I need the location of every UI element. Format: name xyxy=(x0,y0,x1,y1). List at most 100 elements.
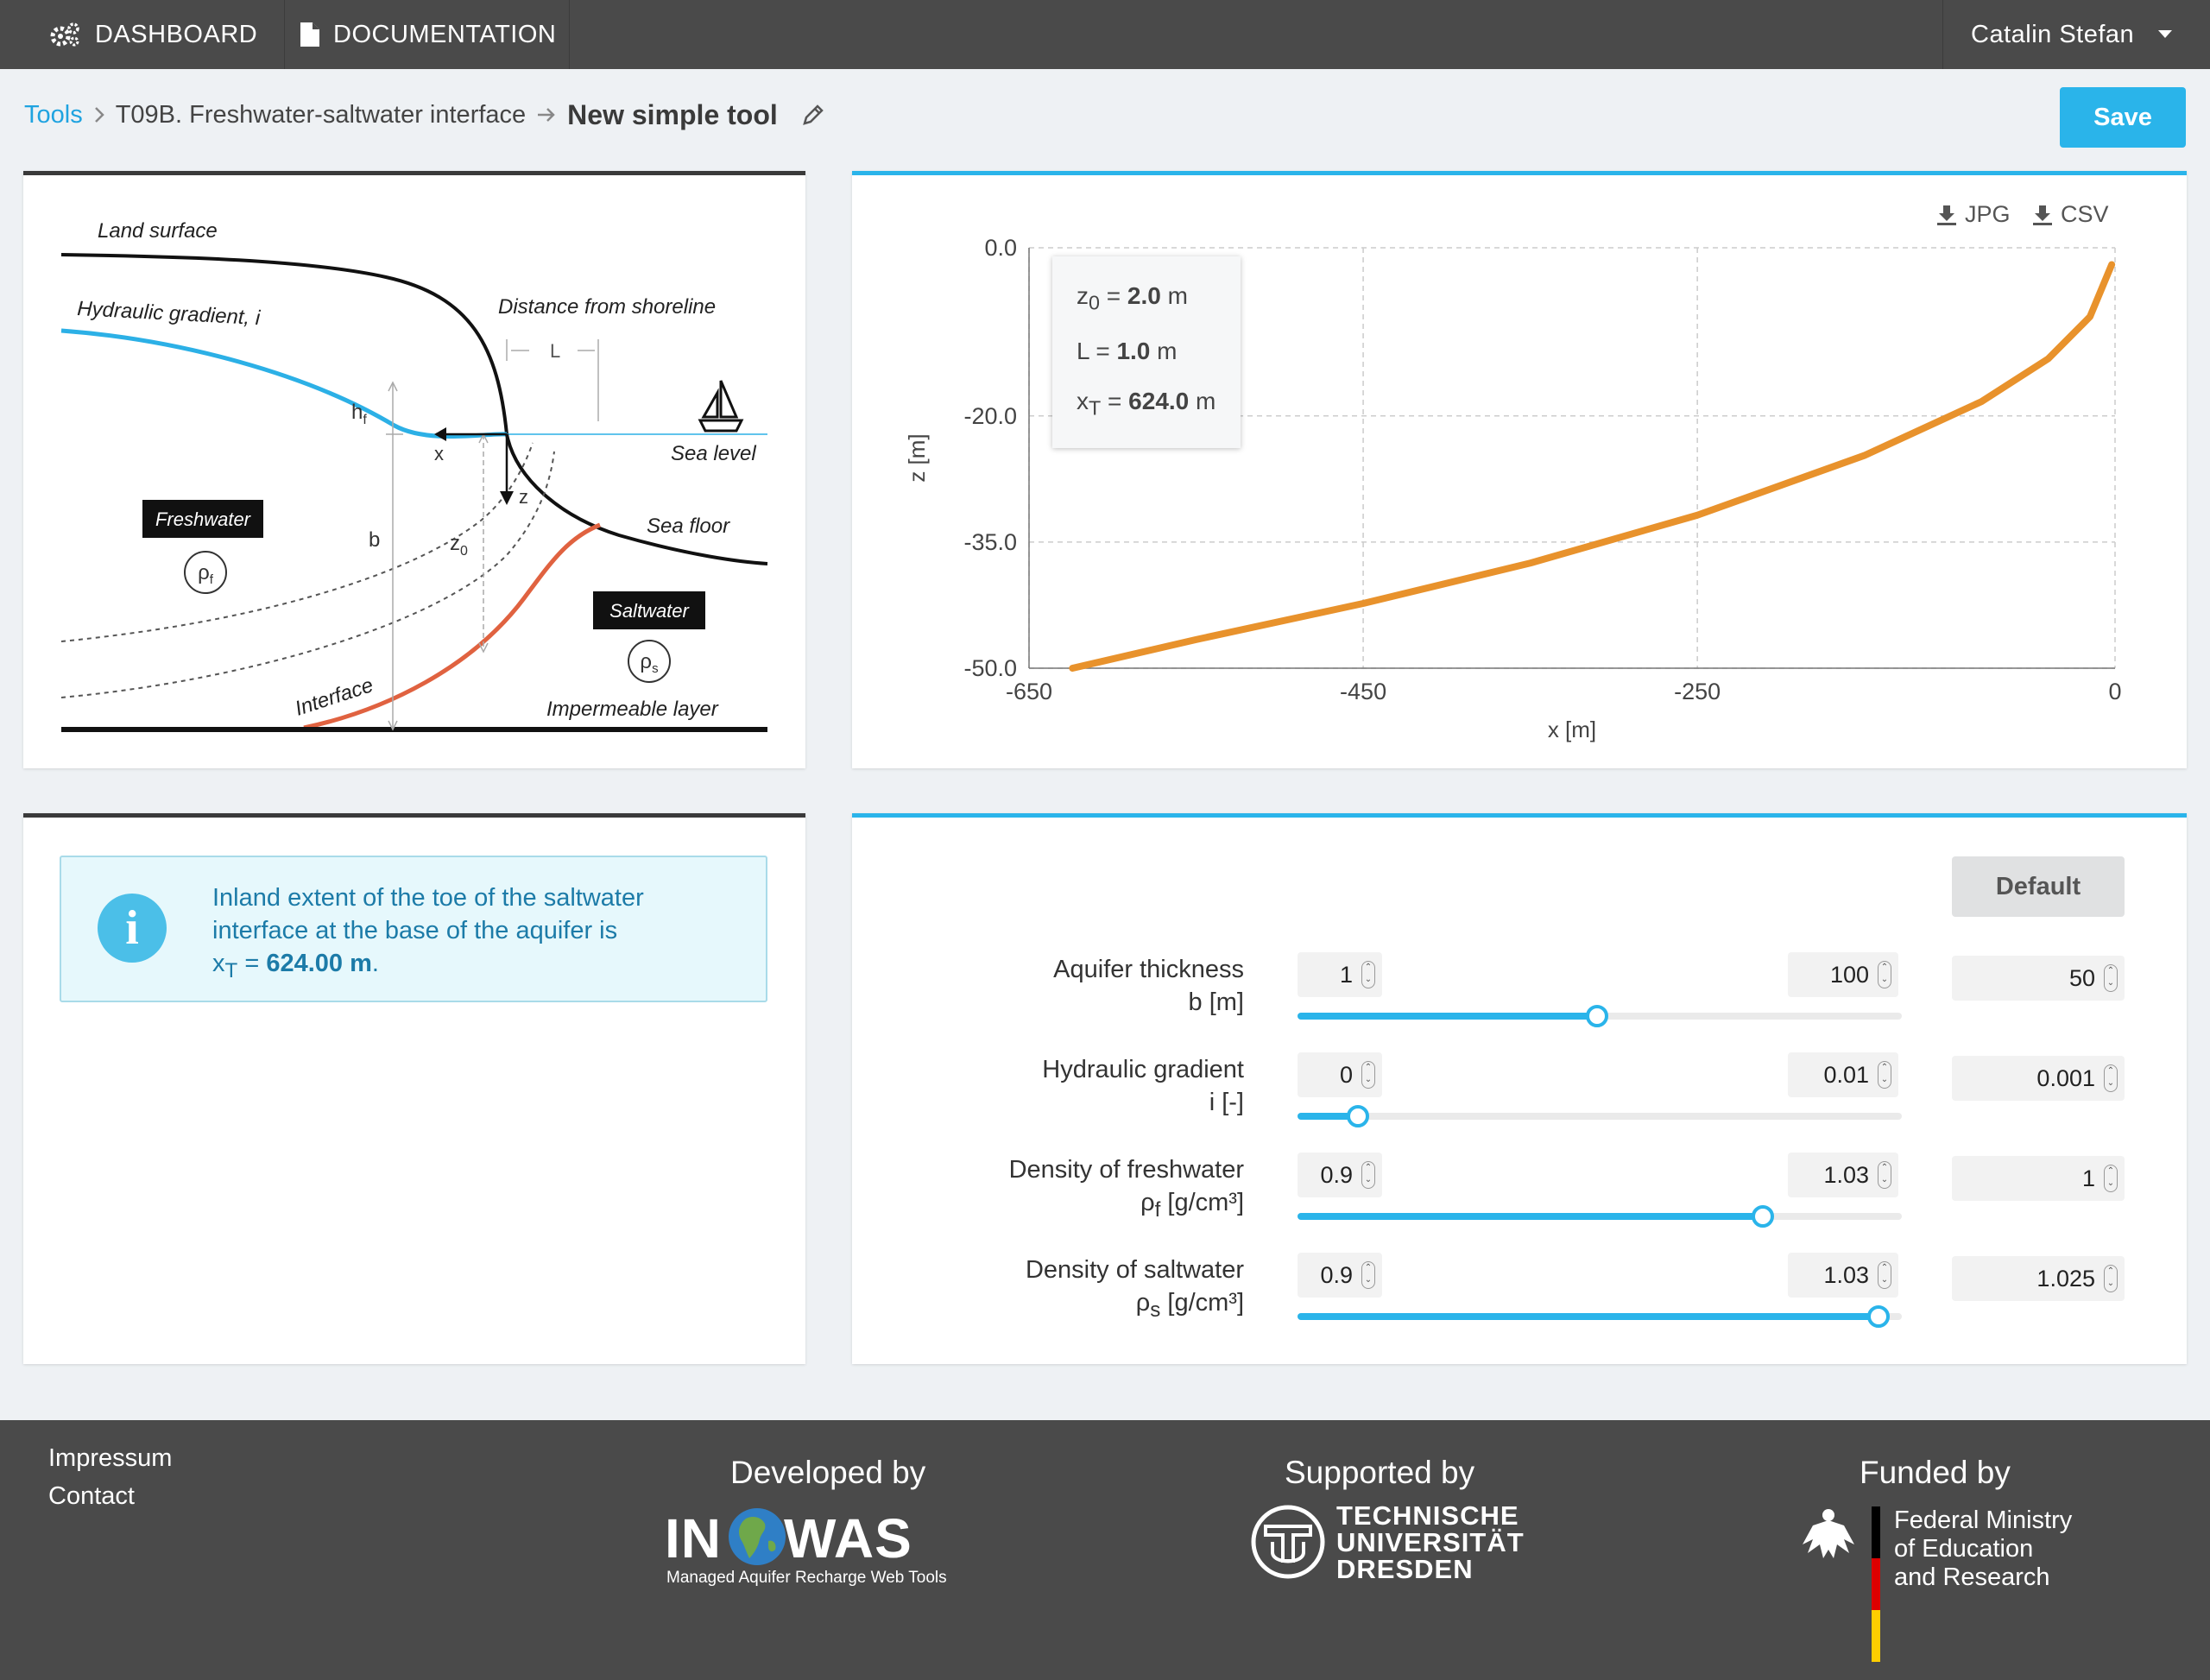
slider-thumb[interactable] xyxy=(1752,1205,1774,1228)
label-interface: Interface xyxy=(293,673,376,721)
download-csv-button[interactable]: CSV xyxy=(2031,201,2109,228)
gears-icon xyxy=(50,22,79,47)
footer-contact-link[interactable]: Contact xyxy=(48,1482,135,1510)
spinner-icon: ⌃ ⌄ xyxy=(2104,964,2118,992)
y-tick-label: -20.0 xyxy=(963,403,1017,429)
aquifer-thickness-value-input[interactable]: 50 ⌃ ⌄ xyxy=(1952,956,2125,1001)
label-impermeable-layer: Impermeable layer xyxy=(546,698,719,721)
inowas-tagline: Managed Aquifer Recharge Web Tools xyxy=(666,1569,947,1587)
spinner-icon: ⌃ ⌄ xyxy=(1878,1161,1891,1189)
density-freshwater-max-input[interactable]: 1.03 ⌃ ⌄ xyxy=(1788,1153,1898,1197)
bmbf-line-2: of Education xyxy=(1894,1535,2034,1563)
density-saltwater-max-input[interactable]: 1.03 ⌃ ⌄ xyxy=(1788,1253,1898,1298)
caret-down-icon xyxy=(2158,30,2173,38)
slider-fill xyxy=(1298,1113,1358,1120)
bmbf-line-3: and Research xyxy=(1894,1563,2050,1591)
top-navbar: DASHBOARD DOCUMENTATION Catalin Stefan xyxy=(0,0,2210,69)
param-label-aquifer-thickness: Aquifer thickness b [m] xyxy=(1053,956,1244,1016)
info-message: i Inland extent of the toe of the saltwa… xyxy=(60,856,767,1002)
aquifer-thickness-min-input[interactable]: 1 ⌃ ⌄ xyxy=(1298,952,1382,997)
tud-emblem-icon xyxy=(1251,1505,1325,1579)
tooltip-xT: xT = 624.0 m xyxy=(1077,387,1216,420)
spinner-icon: ⌃ ⌄ xyxy=(1878,1061,1891,1089)
schematic-diagram: Land surface Hydraulic gradient, i Dista… xyxy=(60,219,768,732)
spinner-icon: ⌃ ⌄ xyxy=(1361,1261,1375,1289)
tooltip-z0: z0 = 2.0 m xyxy=(1077,282,1188,314)
hydraulic-gradient-max-input[interactable]: 0.01 ⌃ ⌄ xyxy=(1788,1052,1898,1097)
tooltip-L: L = 1.0 m xyxy=(1077,337,1178,364)
download-icon xyxy=(1937,205,1956,225)
tud-line-1: TECHNISCHE xyxy=(1336,1500,1519,1531)
slider-fill xyxy=(1298,1013,1597,1020)
density-saltwater-slider[interactable] xyxy=(1298,1305,1902,1328)
tud-line-3: DRESDEN xyxy=(1336,1554,1474,1584)
breadcrumb-tool-name: T09B. Freshwater-saltwater interface xyxy=(115,100,527,129)
aquifer-thickness-max-input[interactable]: 100 ⌃ ⌄ xyxy=(1788,952,1898,997)
footer-impressum-link[interactable]: Impressum xyxy=(48,1444,173,1472)
aquifer-thickness-slider[interactable] xyxy=(1298,1005,1902,1027)
density-saltwater-min-input[interactable]: 0.9 ⌃ ⌄ xyxy=(1298,1253,1382,1298)
param-label-density-freshwater: Density of freshwater ρf [g/cm³] xyxy=(1008,1156,1244,1222)
x-axis-label: x [m] xyxy=(1548,717,1596,742)
y-tick-label: 0.0 xyxy=(984,235,1017,261)
label-sea-floor: Sea floor xyxy=(647,515,730,538)
breadcrumb-tools-link[interactable]: Tools xyxy=(24,100,83,129)
series-line xyxy=(1069,261,2116,672)
download-csv-label: CSV xyxy=(2061,201,2109,227)
label-land-surface: Land surface xyxy=(98,219,218,243)
footer-developed-by: Developed by xyxy=(730,1455,926,1490)
user-menu[interactable]: Catalin Stefan xyxy=(1942,0,2210,69)
spinner-icon: ⌃ ⌄ xyxy=(1361,1161,1375,1189)
hydraulic-gradient-min-input[interactable]: 0 ⌃ ⌄ xyxy=(1298,1052,1382,1097)
label-x: x xyxy=(434,443,444,464)
slider-fill xyxy=(1298,1213,1763,1220)
tud-line-2: UNIVERSITÄT xyxy=(1336,1527,1525,1557)
user-name: Catalin Stefan xyxy=(1971,20,2135,48)
file-icon xyxy=(300,22,319,47)
breadcrumb: Tools T09B. Freshwater-saltwater interfa… xyxy=(24,93,826,136)
hydraulic-gradient-slider[interactable] xyxy=(1298,1105,1902,1127)
nav-dashboard[interactable]: DASHBOARD xyxy=(0,0,285,69)
label-b: b xyxy=(369,528,380,552)
density-freshwater-value-input[interactable]: 1 ⌃ ⌄ xyxy=(1952,1156,2125,1201)
y-tick-label: -50.0 xyxy=(963,655,1017,681)
label-rho-s: ρs xyxy=(640,650,658,676)
label-freshwater: Freshwater xyxy=(155,508,252,530)
slider-thumb[interactable] xyxy=(1585,1005,1608,1027)
schematic-panel: Land surface Hydraulic gradient, i Dista… xyxy=(23,171,805,768)
density-freshwater-slider[interactable] xyxy=(1298,1205,1902,1228)
slider-fill xyxy=(1298,1313,1879,1320)
label-z: z xyxy=(519,486,528,508)
download-jpg-button[interactable]: JPG xyxy=(1935,201,2011,228)
hydraulic-gradient-value-input[interactable]: 0.001 ⌃ ⌄ xyxy=(1952,1056,2125,1101)
sailboat-icon xyxy=(698,380,744,433)
info-icon: i xyxy=(98,894,167,963)
slider-thumb[interactable] xyxy=(1867,1305,1891,1328)
default-button[interactable]: Default xyxy=(1952,856,2125,917)
spinner-icon: ⌃ ⌄ xyxy=(1878,1261,1891,1289)
label-hf: hf xyxy=(351,401,367,427)
slider-thumb[interactable] xyxy=(1347,1105,1369,1127)
inowas-logo: IN WAS Managed Aquifer Recharge Web Tools xyxy=(665,1507,947,1587)
bmbf-line-1: Federal Ministry xyxy=(1894,1506,2073,1534)
chevron-right-icon xyxy=(94,107,104,123)
spinner-icon: ⌃ ⌄ xyxy=(2104,1165,2118,1192)
footer: Impressum Contact Developed by IN WAS Man… xyxy=(0,1420,2210,1680)
footer-funded-by: Funded by xyxy=(1860,1455,2011,1490)
footer-supported-by: Supported by xyxy=(1285,1455,1475,1490)
chart-panel: JPG CSV 0.0 -20.0 -35.0 -50.0 -650 -450 -250 0 x… xyxy=(852,171,2187,768)
spinner-icon: ⌃ ⌄ xyxy=(1361,961,1375,988)
save-button[interactable]: Save xyxy=(2060,87,2186,148)
density-freshwater-min-input[interactable]: 0.9 ⌃ ⌄ xyxy=(1298,1153,1382,1197)
spinner-icon: ⌃ ⌄ xyxy=(2104,1064,2118,1092)
spinner-icon: ⌃ ⌄ xyxy=(1361,1061,1375,1089)
pencil-icon[interactable] xyxy=(800,102,826,128)
density-saltwater-value-input[interactable]: 1.025 ⌃ ⌄ xyxy=(1952,1256,2125,1301)
nav-documentation-label: DOCUMENTATION xyxy=(333,20,557,48)
label-distance-from-shoreline: Distance from shoreline xyxy=(498,295,716,319)
x-tick-label: -250 xyxy=(1674,679,1721,704)
y-axis-label: z [m] xyxy=(904,433,930,482)
nav-documentation[interactable]: DOCUMENTATION xyxy=(285,0,570,69)
interface-chart: 0.0 -20.0 -35.0 -50.0-650 -450 -250 0 x [m] z [m… xyxy=(904,235,2122,742)
eagle-icon xyxy=(1803,1509,1854,1558)
